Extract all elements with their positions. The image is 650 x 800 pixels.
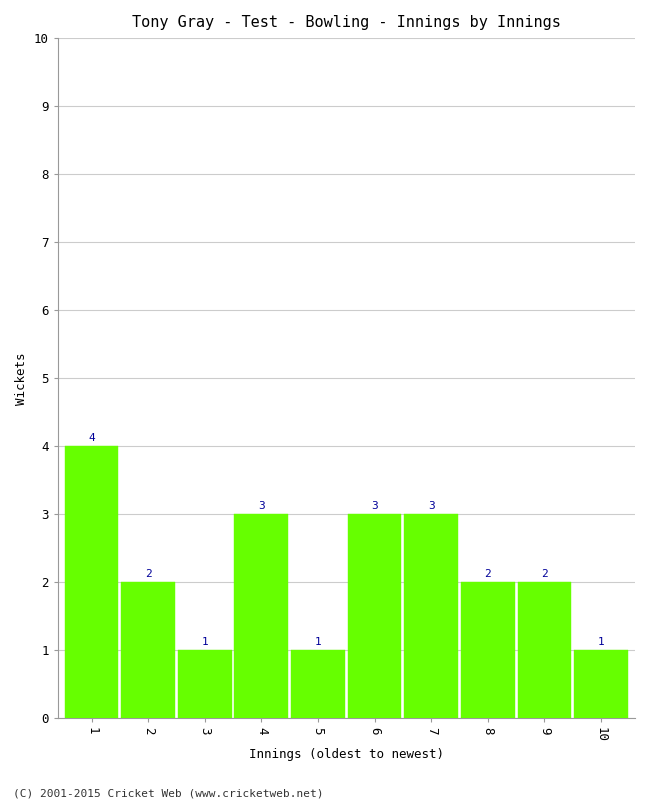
Bar bbox=[64, 446, 118, 718]
Bar bbox=[348, 514, 402, 718]
Text: 3: 3 bbox=[371, 501, 378, 511]
Text: 1: 1 bbox=[597, 637, 604, 647]
Text: (C) 2001-2015 Cricket Web (www.cricketweb.net): (C) 2001-2015 Cricket Web (www.cricketwe… bbox=[13, 788, 324, 798]
Text: 3: 3 bbox=[258, 501, 265, 511]
Bar bbox=[235, 514, 288, 718]
Bar bbox=[178, 650, 231, 718]
Text: 2: 2 bbox=[145, 569, 151, 579]
Bar bbox=[291, 650, 345, 718]
Text: 2: 2 bbox=[541, 569, 548, 579]
Text: 3: 3 bbox=[428, 501, 435, 511]
X-axis label: Innings (oldest to newest): Innings (oldest to newest) bbox=[249, 748, 444, 761]
Bar bbox=[122, 582, 175, 718]
Title: Tony Gray - Test - Bowling - Innings by Innings: Tony Gray - Test - Bowling - Innings by … bbox=[132, 15, 561, 30]
Bar bbox=[404, 514, 458, 718]
Bar bbox=[461, 582, 515, 718]
Text: 1: 1 bbox=[202, 637, 208, 647]
Bar bbox=[517, 582, 571, 718]
Text: 2: 2 bbox=[484, 569, 491, 579]
Text: 1: 1 bbox=[315, 637, 321, 647]
Y-axis label: Wickets: Wickets bbox=[15, 352, 28, 405]
Text: 4: 4 bbox=[88, 433, 95, 443]
Bar bbox=[574, 650, 628, 718]
